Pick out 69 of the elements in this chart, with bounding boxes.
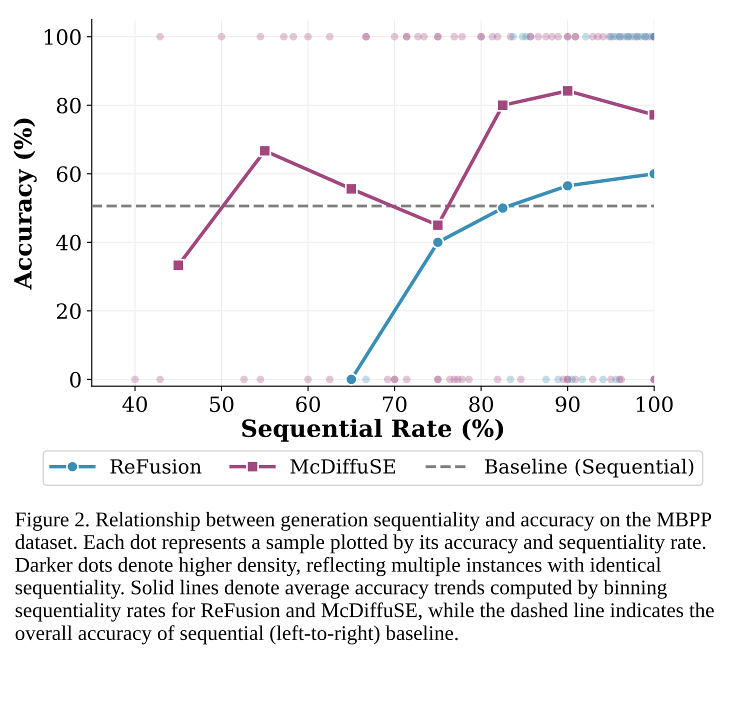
x-tick-label: 90	[556, 396, 580, 412]
point	[450, 32, 458, 41]
point	[326, 32, 334, 41]
point	[290, 32, 298, 41]
point	[599, 376, 607, 384]
point	[561, 84, 574, 98]
point	[420, 32, 428, 41]
point	[414, 32, 422, 41]
point	[578, 376, 586, 384]
x-tick-label: 100	[636, 396, 673, 412]
point	[496, 98, 510, 112]
y-tick-label: 40	[56, 234, 81, 251]
x-tick-label: 60	[296, 396, 320, 412]
point	[509, 32, 517, 41]
x-tick-label: 80	[469, 396, 493, 412]
y-tick-label: 0	[70, 372, 81, 388]
point	[402, 376, 411, 384]
point	[156, 376, 164, 384]
point	[172, 258, 185, 272]
legend-label: Baseline (Sequential)	[485, 458, 694, 478]
y-axis-title: Accuracy (%)	[14, 118, 37, 290]
point	[156, 32, 164, 41]
point	[304, 32, 312, 41]
point	[496, 202, 510, 214]
point	[240, 376, 248, 384]
y-tick-label: 100	[44, 29, 81, 45]
y-tick-label: 20	[56, 303, 81, 320]
point	[304, 376, 312, 384]
legend-label: ReFusion	[110, 459, 202, 474]
point	[431, 218, 444, 232]
x-tick-label: 50	[210, 396, 234, 412]
point	[542, 376, 550, 384]
point	[554, 376, 562, 384]
point	[517, 376, 525, 384]
point	[522, 32, 530, 41]
x-tick-label: 40	[122, 396, 147, 412]
point	[554, 32, 562, 41]
point	[494, 376, 502, 384]
point	[344, 372, 358, 386]
point	[431, 236, 444, 249]
point	[568, 376, 576, 384]
point	[131, 376, 139, 384]
point	[344, 182, 358, 196]
point	[534, 32, 542, 41]
point	[384, 376, 392, 384]
point	[458, 376, 466, 384]
point	[256, 376, 264, 384]
point	[258, 144, 272, 158]
point	[612, 376, 620, 384]
point	[362, 376, 370, 384]
x-tick-label: 70	[383, 396, 406, 412]
point	[561, 179, 574, 192]
point	[458, 32, 466, 41]
point	[494, 32, 502, 41]
point	[326, 376, 334, 384]
y-tick-label: 80	[56, 98, 81, 114]
point	[506, 376, 514, 384]
point	[280, 32, 288, 41]
caption: Figure 2. Relationship between generation sequentiality and accuracy on the MBPP dataset. Each dot represents a sample plotted by its accuracy and sequentiality rate. Darker dots denote higher density, reflecting multiple instances with identical sequentiality. Solid lines denote average accuracy trends computed by binning sequentiality rates for ReFusion and McDiffuSE, while the dashed line indicates the overall accuracy of sequential (left-to-right) baseline.	[15, 512, 714, 644]
point	[465, 376, 473, 384]
point	[218, 32, 226, 41]
legend-label: McDiffuSE	[290, 458, 395, 474]
point	[582, 32, 590, 41]
x-axis-title: Sequential Rate (%)	[242, 418, 504, 442]
point	[542, 32, 550, 41]
point	[588, 376, 597, 384]
y-tick-label: 60	[56, 166, 81, 182]
point	[256, 32, 264, 41]
point	[390, 32, 398, 41]
